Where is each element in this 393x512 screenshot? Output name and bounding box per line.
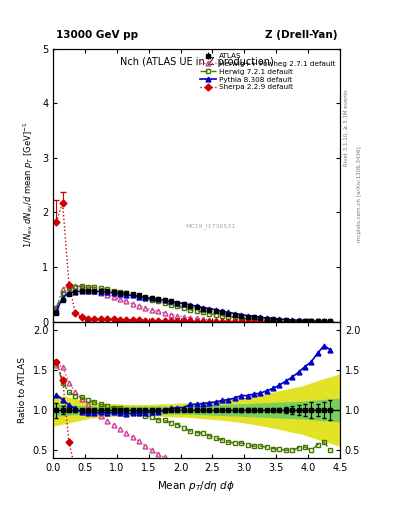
Text: mcplots.cern.ch [arXiv:1306.3436]: mcplots.cern.ch [arXiv:1306.3436] <box>357 147 362 242</box>
Text: 13000 GeV pp: 13000 GeV pp <box>56 30 138 40</box>
Text: Z (Drell-Yan): Z (Drell-Yan) <box>264 30 337 40</box>
Y-axis label: $1/N_{\rm ev}\ dN_{\rm ev}/d$ mean $p_T\ [\rm GeV]^{-1}$: $1/N_{\rm ev}\ dN_{\rm ev}/d$ mean $p_T\… <box>22 122 37 248</box>
X-axis label: Mean $p_T/d\eta\ d\phi$: Mean $p_T/d\eta\ d\phi$ <box>158 479 235 493</box>
Text: Rivet 3.1.10, ≥ 3.1M events: Rivet 3.1.10, ≥ 3.1M events <box>344 90 349 166</box>
Text: MC19_I1736531: MC19_I1736531 <box>186 223 236 229</box>
Text: Nch (ATLAS UE in Z production): Nch (ATLAS UE in Z production) <box>119 57 274 67</box>
Legend: ATLAS, Herwig++ Powheg 2.7.1 default, Herwig 7.2.1 default, Pythia 8.308 default: ATLAS, Herwig++ Powheg 2.7.1 default, He… <box>198 51 338 93</box>
Y-axis label: Ratio to ATLAS: Ratio to ATLAS <box>18 357 27 423</box>
